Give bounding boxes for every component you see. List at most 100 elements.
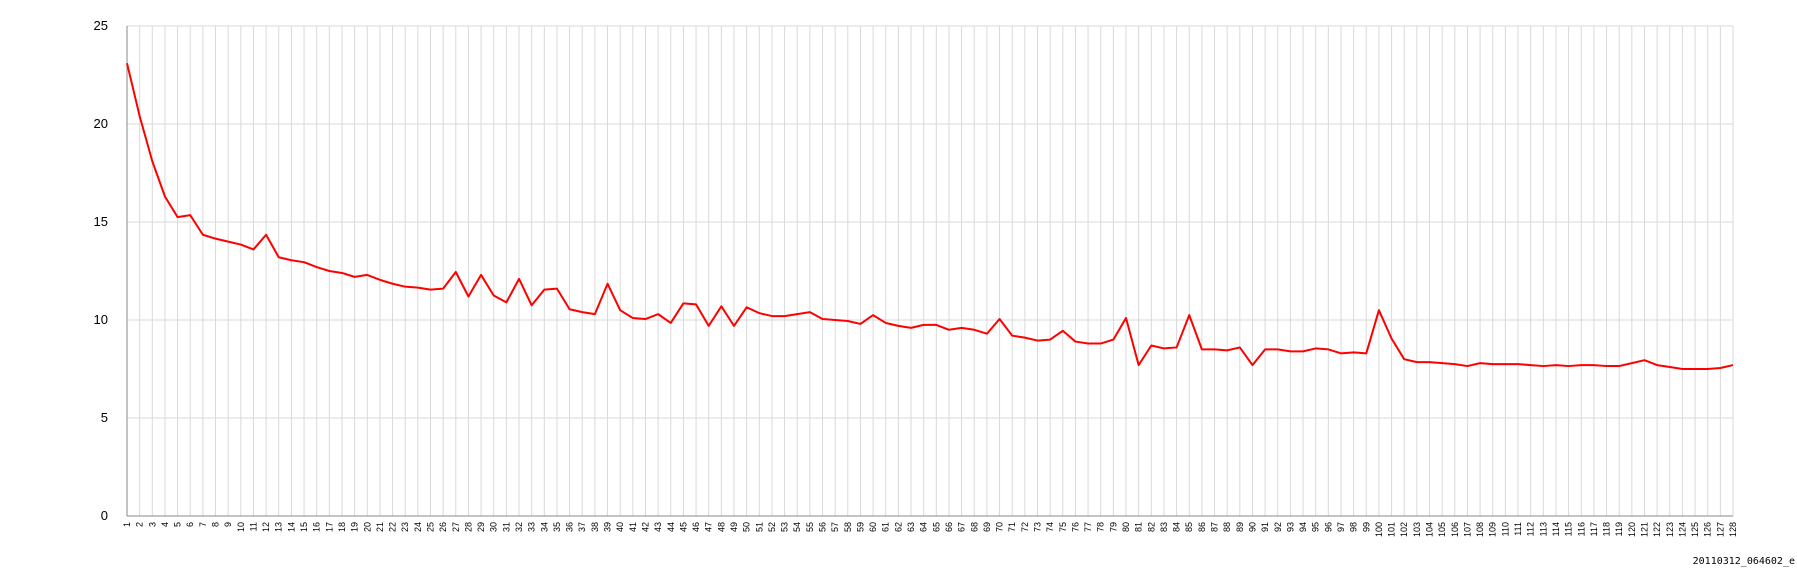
x-tick-label: 122	[1652, 522, 1662, 537]
x-tick-label: 71	[1007, 522, 1017, 532]
x-tick-label: 48	[716, 522, 726, 532]
x-tick-label: 106	[1450, 522, 1460, 537]
x-tick-label: 82	[1146, 522, 1156, 532]
x-tick-label: 64	[919, 522, 929, 532]
x-tick-label: 21	[375, 522, 385, 532]
x-tick-label: 8	[211, 522, 221, 527]
x-tick-label: 14	[286, 522, 296, 532]
x-tick-label: 30	[489, 522, 499, 532]
x-tick-label: 92	[1273, 522, 1283, 532]
x-tick-label: 103	[1412, 522, 1422, 537]
x-tick-label: 35	[552, 522, 562, 532]
x-tick-label: 23	[400, 522, 410, 532]
x-tick-label: 58	[843, 522, 853, 532]
x-tick-label: 12	[261, 522, 271, 532]
x-tick-label: 67	[957, 522, 967, 532]
x-tick-label: 9	[223, 522, 233, 527]
x-tick-label: 105	[1437, 522, 1447, 537]
x-tick-label: 1	[122, 522, 132, 527]
x-tick-label: 27	[451, 522, 461, 532]
x-tick-label: 42	[640, 522, 650, 532]
x-tick-label: 51	[754, 522, 764, 532]
x-tick-label: 56	[818, 522, 828, 532]
x-tick-label: 26	[438, 522, 448, 532]
x-tick-label: 126	[1703, 522, 1713, 537]
x-tick-label: 83	[1159, 522, 1169, 532]
x-tick-label: 60	[868, 522, 878, 532]
x-tick-label: 120	[1627, 522, 1637, 537]
y-tick-label: 15	[94, 214, 108, 229]
x-tick-label: 47	[704, 522, 714, 532]
x-tick-label: 76	[1070, 522, 1080, 532]
x-tick-label: 52	[767, 522, 777, 532]
x-tick-label: 22	[388, 522, 398, 532]
x-tick-label: 24	[413, 522, 423, 532]
x-tick-label: 38	[590, 522, 600, 532]
x-tick-label: 95	[1311, 522, 1321, 532]
x-tick-label: 25	[425, 522, 435, 532]
x-tick-label: 114	[1551, 522, 1561, 536]
x-tick-label: 109	[1488, 522, 1498, 537]
x-tick-label: 33	[527, 522, 537, 532]
x-tick-label: 57	[830, 522, 840, 532]
series-layer	[126, 63, 1734, 370]
x-tick-label: 4	[160, 522, 170, 527]
x-tick-label: 19	[350, 522, 360, 532]
x-tick-label: 68	[969, 522, 979, 532]
x-tick-label: 6	[185, 522, 195, 527]
x-tick-label: 29	[476, 522, 486, 532]
x-tick-label: 28	[463, 522, 473, 532]
y-tick-label: 10	[94, 312, 108, 327]
x-tick-label: 108	[1475, 522, 1485, 537]
x-tick-label: 123	[1665, 522, 1675, 537]
x-tick-label: 125	[1690, 522, 1700, 537]
x-tick-label: 59	[855, 522, 865, 532]
x-tick-label: 85	[1184, 522, 1194, 532]
x-tick-label: 55	[805, 522, 815, 532]
x-tick-label: 110	[1500, 522, 1510, 536]
x-tick-label: 86	[1197, 522, 1207, 532]
x-tick-label: 104	[1425, 522, 1435, 537]
x-tick-label: 37	[577, 522, 587, 532]
x-tick-label: 127	[1715, 522, 1725, 537]
x-tick-label: 107	[1462, 522, 1472, 537]
x-tick-label: 80	[1121, 522, 1131, 532]
x-tick-label: 36	[565, 522, 575, 532]
x-tick-labels: 1 2 3 4 5 6 7 8 9 10 11 12 13 14 15 16 17 18 19 20 21 22 23 24 2…	[122, 522, 1738, 537]
x-tick-label: 39	[603, 522, 613, 532]
x-tick-label: 81	[1134, 522, 1144, 532]
x-tick-label: 20	[362, 522, 372, 532]
x-tick-label: 100	[1374, 522, 1384, 537]
x-tick-label: 7	[198, 522, 208, 527]
x-tick-label: 10	[236, 522, 246, 532]
x-tick-label: 70	[995, 522, 1005, 532]
y-tick-labels: 0 5 10 15 20 25	[94, 18, 108, 523]
x-tick-label: 11	[248, 522, 258, 531]
axes	[126, 26, 1733, 517]
x-tick-label: 111	[1513, 522, 1523, 536]
x-tick-label: 101	[1387, 522, 1397, 537]
x-tick-label: 112	[1526, 522, 1536, 536]
x-tick-label: 2	[135, 522, 145, 527]
x-tick-label: 102	[1399, 522, 1409, 537]
chart-caption: 20110312_064602_e	[1692, 556, 1795, 567]
x-tick-label: 113	[1538, 522, 1548, 536]
x-tick-label: 49	[729, 522, 739, 532]
y-tick-label: 25	[94, 18, 108, 33]
x-tick-label: 61	[881, 522, 891, 532]
x-tick-label: 90	[1247, 522, 1257, 532]
x-tick-label: 43	[653, 522, 663, 532]
x-tick-label: 115	[1564, 522, 1574, 536]
x-tick-label: 63	[906, 522, 916, 532]
x-tick-label: 66	[944, 522, 954, 532]
series-line	[126, 63, 1734, 370]
x-tick-label: 65	[931, 522, 941, 532]
x-tick-label: 13	[274, 522, 284, 532]
x-tick-label: 97	[1336, 522, 1346, 532]
x-tick-label: 54	[792, 522, 802, 532]
x-tick-label: 89	[1235, 522, 1245, 532]
x-tick-label: 31	[501, 522, 511, 532]
x-tick-label: 32	[514, 522, 524, 532]
x-tick-label: 118	[1602, 522, 1612, 536]
